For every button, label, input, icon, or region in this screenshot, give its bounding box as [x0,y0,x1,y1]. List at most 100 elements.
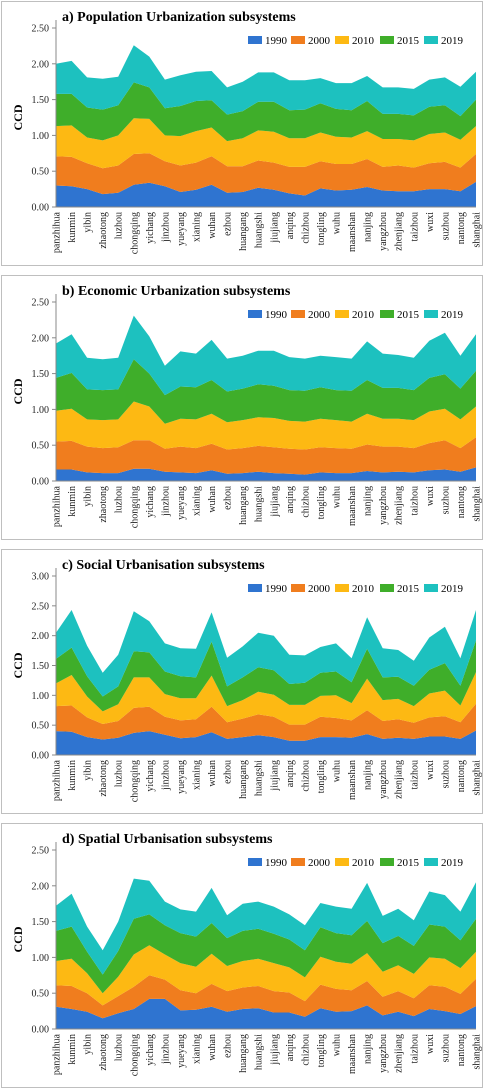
area-series-2010 [56,672,476,725]
x-tick-label: huangshi [254,486,265,522]
x-tick-label: suzhou [440,212,451,240]
x-tick-label: suzhou [440,760,451,788]
y-tick-label: 0.50 [32,441,50,452]
x-tick-label: yangzhou [378,760,389,799]
y-tick-label: 0.50 [32,989,50,1000]
x-tick-label: maanshan [347,212,358,252]
x-tick-label: maanshan [347,1034,358,1074]
x-tick-label: luzhou [114,1034,125,1061]
x-tick-label: shanghai [472,212,483,248]
legend-label-1990: 1990 [265,309,288,321]
x-tick-label: nanjing [363,1034,374,1064]
x-tick-label: zhenjiang [394,486,405,525]
x-tick-label: yichang [145,212,156,244]
x-tick-label: jinzhou [160,486,171,517]
x-tick-label: shanghai [472,1034,483,1070]
x-tick-label: nanjing [363,212,374,242]
x-tick-label: zhenjiang [394,1034,405,1073]
legend-swatch-1990 [248,584,262,592]
legend-label-2015: 2015 [397,583,420,595]
x-tick-label: luzhou [114,486,125,513]
legend-swatch-2015 [380,858,394,866]
x-tick-label: yibin [83,212,94,233]
x-tick-label: jiujiang [269,760,280,792]
x-tick-label: wuhu [332,486,343,508]
x-tick-label: yangzhou [378,1034,389,1073]
x-tick-label: chizhou [300,212,311,244]
x-tick-label: nantong [456,1034,467,1066]
x-tick-label: panzhihua [52,759,63,801]
area-series-2000 [56,153,476,196]
x-tick-label: yibin [83,1034,94,1055]
x-tick-label: jinzhou [160,212,171,243]
y-tick-label: 2.00 [32,881,50,892]
y-tick-label: 2.50 [32,298,50,309]
y-tick-label: 1.00 [32,131,50,142]
legend-swatch-2010 [335,310,349,318]
legend-swatch-2000 [291,858,305,866]
x-tick-label: huangang [238,760,249,799]
x-tick-label: wuxi [425,212,436,232]
legend-label-2015: 2015 [397,35,420,47]
x-tick-label: nantong [456,760,467,792]
area-series-2000 [56,703,476,741]
x-tick-label: taizhou [409,212,420,241]
legend-swatch-2010 [335,36,349,44]
x-tick-label: zhenjiang [394,760,405,799]
y-tick-label: 2.50 [32,601,50,612]
x-tick-label: panzhihua [52,485,63,527]
y-tick-label: 1.50 [32,369,50,380]
x-tick-label: xianing [192,1034,203,1064]
x-tick-label: kunmin [67,212,78,243]
x-tick-label: jiujiang [269,212,280,244]
x-tick-label: yichang [145,760,156,792]
x-tick-label: wuxi [425,486,436,506]
chart-title: a) Population Urbanization subsystems [62,10,296,25]
y-tick-label: 3.00 [32,572,50,583]
x-tick-label: ezhou [223,1034,234,1058]
area-series-2015 [56,359,476,424]
x-tick-label: xianing [192,760,203,790]
area-series-2019 [56,45,476,117]
legend-label-2000: 2000 [308,35,331,47]
x-tick-label: wuhan [207,212,218,239]
x-tick-label: suzhou [440,1034,451,1062]
legend-label-1990: 1990 [265,35,288,47]
x-tick-label: anqing [285,486,296,513]
x-tick-label: chizhou [300,486,311,518]
x-tick-label: yichang [145,1034,156,1066]
area-series-2019 [56,315,476,396]
x-tick-label: nantong [456,486,467,518]
x-tick-label: panzhihua [52,211,63,253]
x-tick-label: anqing [285,1034,296,1061]
x-tick-label: tongling [316,486,327,519]
x-tick-label: maanshan [347,760,358,800]
x-tick-label: yibin [83,760,94,781]
x-tick-label: zhaotong [98,486,109,523]
legend-swatch-2015 [380,36,394,44]
x-tick-label: xianing [192,486,203,516]
y-axis-label: CCD [11,378,25,404]
area-series-2015 [56,640,476,712]
x-tick-label: taizhou [409,486,420,515]
legend-label-2000: 2000 [308,309,331,321]
x-tick-label: huangshi [254,212,265,248]
x-tick-label: yangzhou [378,486,389,525]
x-tick-label: yangzhou [378,212,389,251]
legend-swatch-2019 [424,36,438,44]
x-tick-label: luzhou [114,760,125,787]
x-tick-label: jiujiang [269,486,280,518]
legend-label-2000: 2000 [308,583,331,595]
y-tick-label: 0.00 [32,203,50,214]
x-tick-label: yichang [145,486,156,518]
area-series-2010 [56,945,476,1006]
chart-panel-3: 0.00 0.50 1.00 1.50 2.00 2.50 3.00 CCD panzhihua… [1,549,483,814]
legend-swatch-2019 [424,858,438,866]
y-tick-label: 1.00 [32,405,50,416]
x-tick-label: chizhou [300,760,311,792]
x-tick-label: wuxi [425,760,436,780]
legend-swatch-1990 [248,310,262,318]
x-tick-label: tongling [316,760,327,793]
chart-panel-2: 0.00 0.50 1.00 1.50 2.00 2.50 CCD panzhihua kunm… [1,275,483,540]
